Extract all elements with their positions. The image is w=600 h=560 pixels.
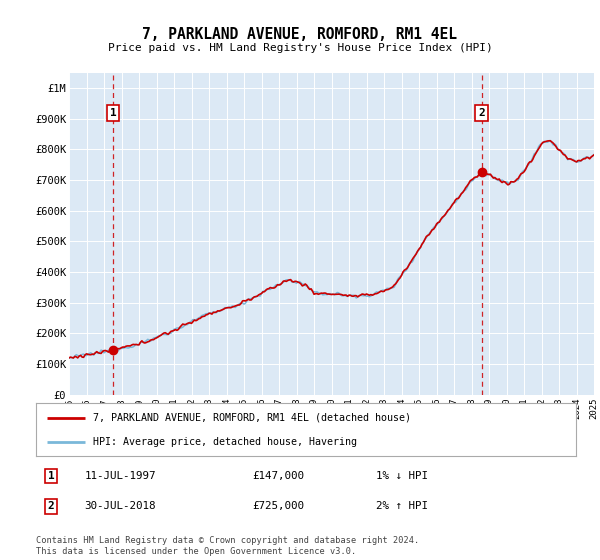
Text: 1% ↓ HPI: 1% ↓ HPI — [376, 471, 428, 481]
Text: 7, PARKLAND AVENUE, ROMFORD, RM1 4EL (detached house): 7, PARKLAND AVENUE, ROMFORD, RM1 4EL (de… — [92, 413, 410, 423]
Text: 11-JUL-1997: 11-JUL-1997 — [85, 471, 156, 481]
Text: 30-JUL-2018: 30-JUL-2018 — [85, 501, 156, 511]
Text: £725,000: £725,000 — [252, 501, 304, 511]
Text: 2: 2 — [48, 501, 55, 511]
Text: 7, PARKLAND AVENUE, ROMFORD, RM1 4EL: 7, PARKLAND AVENUE, ROMFORD, RM1 4EL — [143, 27, 458, 42]
Text: 2% ↑ HPI: 2% ↑ HPI — [376, 501, 428, 511]
Text: £147,000: £147,000 — [252, 471, 304, 481]
Text: 1: 1 — [110, 108, 116, 118]
Text: Price paid vs. HM Land Registry's House Price Index (HPI): Price paid vs. HM Land Registry's House … — [107, 43, 493, 53]
Text: 1: 1 — [48, 471, 55, 481]
Text: Contains HM Land Registry data © Crown copyright and database right 2024.
This d: Contains HM Land Registry data © Crown c… — [36, 536, 419, 556]
Text: 2: 2 — [478, 108, 485, 118]
Text: HPI: Average price, detached house, Havering: HPI: Average price, detached house, Have… — [92, 437, 356, 447]
